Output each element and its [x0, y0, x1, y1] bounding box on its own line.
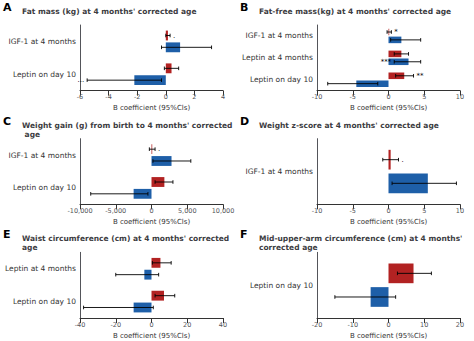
svg-text:C: C: [3, 115, 11, 128]
svg-text:.: .: [158, 145, 160, 153]
svg-text:E: E: [3, 228, 11, 241]
svg-text:-10,000: -10,000: [67, 207, 92, 215]
svg-text:-4: -4: [105, 93, 111, 101]
svg-text:-20: -20: [110, 321, 121, 329]
svg-text:IGF-1 at 4 months: IGF-1 at 4 months: [8, 37, 76, 46]
svg-text:Weight z-score at 4 months' co: Weight z-score at 4 months' corrected ag…: [259, 121, 439, 130]
svg-text:age: age: [22, 130, 40, 139]
svg-text:age: age: [22, 243, 38, 252]
svg-text:-10: -10: [347, 321, 358, 329]
svg-text:Mid-upper-arm circumference (c: Mid-upper-arm circumference (cm) at 4 mo…: [259, 234, 465, 243]
svg-text:.: .: [173, 32, 175, 40]
svg-text:IGF-1 at 4 months: IGF-1 at 4 months: [245, 167, 313, 176]
svg-text:0: 0: [149, 321, 153, 329]
svg-text:B coefficient (95%Cls): B coefficient (95%Cls): [350, 104, 428, 112]
svg-text:*: *: [394, 28, 398, 36]
svg-text:5: 5: [422, 207, 426, 215]
svg-text:...: ...: [77, 76, 84, 84]
svg-text:Leptin on day 10: Leptin on day 10: [250, 281, 313, 290]
svg-text:.: .: [402, 156, 404, 164]
svg-text:-2: -2: [134, 93, 140, 101]
svg-text:-5,000: -5,000: [105, 207, 126, 215]
svg-text:corrected age: corrected age: [259, 243, 318, 252]
svg-text:5: 5: [422, 93, 426, 101]
svg-text:-5: -5: [350, 207, 356, 215]
svg-text:B coefficient (95%Cls): B coefficient (95%Cls): [113, 104, 191, 112]
svg-text:-10: -10: [312, 207, 323, 215]
svg-text:0: 0: [386, 321, 390, 329]
svg-text:4: 4: [221, 93, 225, 101]
svg-text:B: B: [240, 1, 248, 14]
svg-text:A: A: [3, 1, 12, 14]
svg-text:**: **: [417, 72, 425, 80]
svg-text:-6: -6: [77, 93, 83, 101]
svg-text:20: 20: [456, 321, 464, 329]
svg-text:-10: -10: [312, 93, 323, 101]
svg-text:B coefficient (95%Cls): B coefficient (95%Cls): [350, 218, 428, 226]
svg-text:Leptin on day 10: Leptin on day 10: [250, 75, 313, 84]
svg-text:Leptin on day 10: Leptin on day 10: [13, 70, 76, 79]
svg-text:-20: -20: [312, 321, 323, 329]
svg-text:5,000: 5,000: [178, 207, 197, 215]
svg-text:B coefficient (95%Cls): B coefficient (95%Cls): [113, 332, 191, 340]
svg-text:F: F: [240, 228, 248, 241]
svg-text:10: 10: [456, 93, 464, 101]
svg-text:2: 2: [192, 93, 196, 101]
svg-text:Fat-free mass(kg) at 4 months': Fat-free mass(kg) at 4 months' corrected…: [259, 7, 451, 16]
svg-text:-40: -40: [75, 321, 86, 329]
svg-text:0: 0: [386, 207, 390, 215]
svg-text:Leptin on day 10: Leptin on day 10: [13, 297, 76, 306]
svg-text:Leptin on day 10: Leptin on day 10: [13, 183, 76, 192]
svg-text:0: 0: [149, 207, 153, 215]
svg-text:IGF-1 at 4 months: IGF-1 at 4 months: [8, 151, 76, 160]
svg-text:Leptin at 4 months: Leptin at 4 months: [242, 53, 313, 62]
svg-text:0: 0: [164, 93, 168, 101]
svg-text:D: D: [240, 115, 249, 128]
svg-text:IGF-1 at 4 months: IGF-1 at 4 months: [245, 31, 313, 40]
svg-text:-5: -5: [350, 93, 356, 101]
svg-text:0: 0: [386, 93, 390, 101]
svg-text:40: 40: [219, 321, 227, 329]
svg-text:Weight gain (g) from birth to: Weight gain (g) from birth to 4 months' …: [22, 121, 232, 130]
svg-text:B coefficient (95%Cls): B coefficient (95%Cls): [113, 218, 191, 226]
svg-text:10,000: 10,000: [212, 207, 235, 215]
svg-text:10: 10: [420, 321, 428, 329]
svg-text:Leptin at 4 months: Leptin at 4 months: [5, 264, 76, 273]
svg-text:20: 20: [183, 321, 191, 329]
svg-text:Fat mass (kg) at 4 months' cor: Fat mass (kg) at 4 months' corrected age: [22, 7, 197, 16]
svg-text:10: 10: [456, 207, 464, 215]
svg-text:B coefficient (95%Cls): B coefficient (95%Cls): [350, 332, 428, 340]
svg-text:***: ***: [381, 58, 392, 66]
svg-text:Waist circumference (cm) at 4: Waist circumference (cm) at 4 months' co…: [22, 234, 232, 243]
